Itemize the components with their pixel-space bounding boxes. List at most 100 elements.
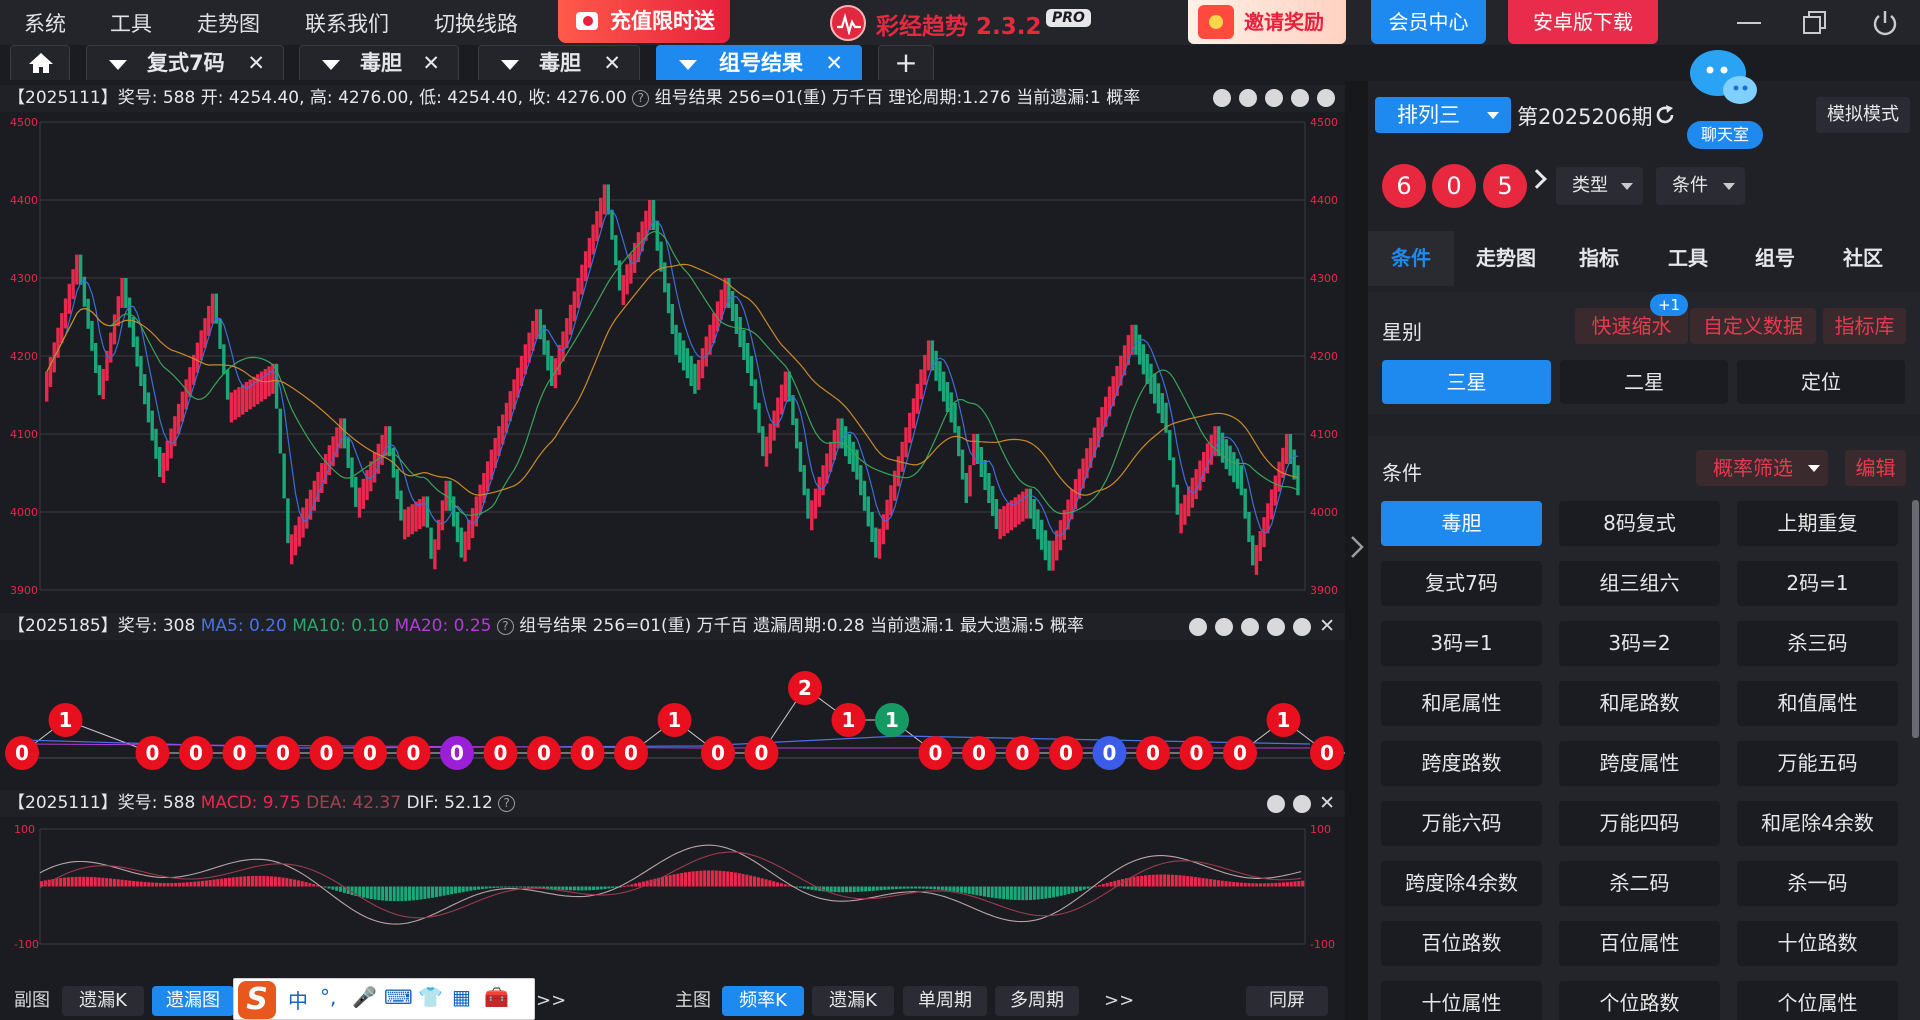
close-icon[interactable]: ✕ [1319, 792, 1335, 814]
tab-close-icon[interactable]: ✕ [247, 51, 265, 75]
ime-chinese-icon[interactable]: 中 [288, 989, 308, 1013]
chat-room-button[interactable]: 聊天室 [1687, 121, 1763, 149]
menu-tools[interactable]: 工具 [110, 12, 152, 36]
ime-skin-icon[interactable]: 👕 [418, 985, 443, 1009]
arrow-up-icon[interactable] [1265, 89, 1283, 107]
help-icon[interactable]: ? [496, 617, 514, 635]
condition-button[interactable]: 和值属性 [1737, 681, 1898, 726]
condition-button[interactable]: 3码=2 [1559, 621, 1720, 666]
ime-apps-icon[interactable]: ▦ [452, 985, 471, 1009]
restore-icon[interactable] [1800, 8, 1830, 38]
condition-button[interactable]: 跨度属性 [1559, 741, 1720, 786]
minimize-icon[interactable] [1734, 8, 1764, 38]
main-miss-k-button[interactable]: 遗漏K [812, 986, 894, 1016]
settings-icon[interactable] [1293, 617, 1312, 636]
tab-dudan-1[interactable]: 毒胆 ✕ [299, 45, 459, 80]
condition-button[interactable]: 百位路数 [1381, 921, 1542, 966]
single-period-button[interactable]: 单周期 [903, 986, 987, 1016]
same-screen-button[interactable]: 同屏 [1246, 986, 1328, 1016]
condition-button[interactable]: 百位属性 [1559, 921, 1720, 966]
more-icon[interactable]: >> [536, 990, 567, 1011]
chat-bubble-icon[interactable] [1688, 48, 1760, 106]
menu-switch-line[interactable]: 切换线路 [434, 12, 518, 36]
condition-button[interactable]: 和尾除4余数 [1737, 801, 1898, 846]
star-two-button[interactable]: 二星 [1560, 360, 1728, 404]
condition-button[interactable]: 个位路数 [1559, 981, 1720, 1020]
panel-splitter[interactable] [1345, 81, 1368, 1020]
back-icon[interactable] [1239, 89, 1257, 107]
condition-button[interactable]: 和尾属性 [1381, 681, 1542, 726]
power-icon[interactable] [1870, 8, 1900, 38]
more-icon[interactable]: >> [1104, 990, 1135, 1011]
edit-button[interactable]: 编辑 [1845, 450, 1906, 486]
arrow-up-icon[interactable] [1241, 617, 1260, 636]
settings-icon[interactable] [1317, 89, 1335, 107]
home-tab[interactable] [10, 45, 70, 80]
condition-button[interactable]: 跨度除4余数 [1381, 861, 1542, 906]
condition-button[interactable]: 组三组六 [1559, 561, 1720, 606]
condition-button[interactable]: 8码复式 [1559, 501, 1720, 546]
condition-button[interactable]: 杀三码 [1737, 621, 1898, 666]
condition-button[interactable]: 万能五码 [1737, 741, 1898, 786]
menu-system[interactable]: 系统 [24, 12, 66, 36]
pin-icon[interactable] [1267, 794, 1286, 813]
nav-tab-trend[interactable]: 走势图 [1476, 246, 1536, 270]
condition-button[interactable]: 杀一码 [1737, 861, 1898, 906]
nav-tab-conditions[interactable]: 条件 [1368, 231, 1454, 286]
ime-toolbar[interactable]: S 中 °, 🎤 ⌨ 👕 ▦ 🧰 [233, 978, 535, 1020]
ime-punct-icon[interactable]: °, [320, 985, 337, 1009]
condition-button[interactable]: 2码=1 [1737, 561, 1898, 606]
main-k-chart[interactable]: 3900 3900 4000 4000 4100 4100 4200 4200 4300 4300… [0, 112, 1345, 607]
arrow-down-icon[interactable] [1267, 617, 1286, 636]
menu-trend-chart[interactable]: 走势图 [197, 12, 260, 36]
condition-button[interactable]: 上期重复 [1737, 501, 1898, 546]
ime-mic-icon[interactable]: 🎤 [352, 985, 377, 1009]
nav-tab-group[interactable]: 组号 [1755, 246, 1795, 270]
condition-button[interactable]: 和尾路数 [1559, 681, 1720, 726]
lottery-select[interactable]: 排列三 [1375, 97, 1511, 133]
ime-toolbox-icon[interactable]: 🧰 [484, 985, 509, 1009]
arrow-down-icon[interactable] [1291, 89, 1309, 107]
main-freq-k-button[interactable]: 频率K [722, 986, 804, 1016]
tab-close-icon[interactable]: ✕ [422, 51, 440, 75]
condition-select[interactable]: 条件 [1656, 167, 1745, 205]
help-icon[interactable]: ? [632, 89, 650, 107]
sub-miss-k-button[interactable]: 遗漏K [62, 986, 144, 1016]
close-icon[interactable]: ✕ [1319, 615, 1335, 637]
android-download-button[interactable]: 安卓版下载 [1508, 0, 1658, 44]
tab-close-icon[interactable]: ✕ [825, 51, 843, 75]
custom-data-button[interactable]: 自定义数据 [1690, 308, 1816, 344]
settings-icon[interactable] [1293, 794, 1312, 813]
prob-filter-select[interactable]: 概率筛选 [1696, 450, 1828, 486]
type-select[interactable]: 类型 [1556, 167, 1643, 205]
star-three-button[interactable]: 三星 [1382, 360, 1551, 404]
tab-group-result[interactable]: 组号结果 ✕ [656, 45, 862, 80]
add-tab-button[interactable]: + [878, 45, 934, 80]
condition-button[interactable]: 十位属性 [1381, 981, 1542, 1020]
condition-button[interactable]: 3码=1 [1381, 621, 1542, 666]
menu-contact-us[interactable]: 联系我们 [305, 12, 389, 36]
condition-button[interactable]: 毒胆 [1381, 501, 1542, 546]
condition-button[interactable]: 跨度路数 [1381, 741, 1542, 786]
simulate-mode-button[interactable]: 模拟模式 [1816, 97, 1910, 133]
nav-tab-indicator[interactable]: 指标 [1579, 246, 1619, 270]
help-icon[interactable]: ? [498, 794, 516, 812]
invite-reward-button[interactable]: 邀请奖励 [1188, 0, 1346, 44]
tab-fushi-7ma[interactable]: 复式7码 ✕ [86, 45, 284, 80]
ime-keyboard-icon[interactable]: ⌨ [384, 985, 413, 1009]
macd-chart[interactable]: 100 100 -100 -100 [0, 817, 1345, 982]
refresh-icon[interactable] [1654, 104, 1676, 126]
nav-tab-tools[interactable]: 工具 [1668, 246, 1708, 270]
back-icon[interactable] [1215, 617, 1234, 636]
miss-chart[interactable]: 01000000000000100211000000001001 [0, 640, 1345, 785]
condition-button[interactable]: 万能四码 [1559, 801, 1720, 846]
sub-miss-chart-button[interactable]: 遗漏图 [152, 986, 234, 1016]
tab-dudan-2[interactable]: 毒胆 ✕ [478, 45, 640, 80]
recharge-promo-button[interactable]: 充值限时送 [558, 0, 730, 43]
nav-tab-community[interactable]: 社区 [1843, 246, 1883, 270]
member-center-button[interactable]: 会员中心 [1371, 0, 1486, 44]
condition-button[interactable]: 复式7码 [1381, 561, 1542, 606]
tab-close-icon[interactable]: ✕ [603, 51, 621, 75]
indicator-library-button[interactable]: 指标库 [1823, 308, 1906, 344]
condition-button[interactable]: 十位路数 [1737, 921, 1898, 966]
